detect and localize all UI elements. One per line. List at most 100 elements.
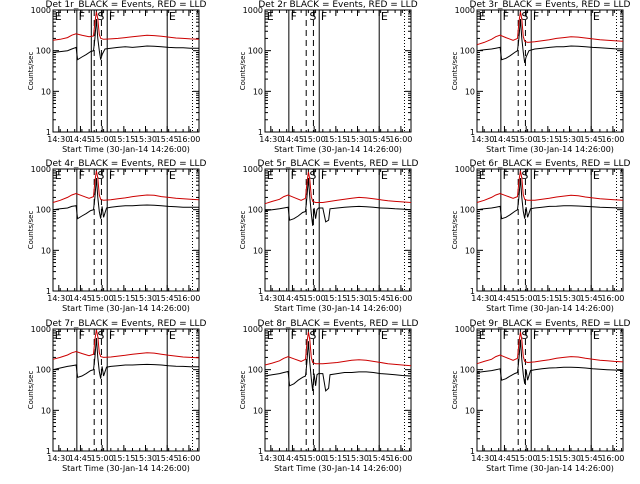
x-tick-label: 15:45 (368, 454, 391, 463)
events-series-line (476, 177, 624, 220)
y-tick-label: 1000 (455, 6, 475, 15)
plot-frame (264, 168, 412, 292)
x-tick-label: 15:45 (580, 454, 603, 463)
x-tick-label: 14:30 (47, 135, 70, 144)
y-tick-label: 100 (248, 366, 263, 375)
x-tick-label: 14:30 (259, 454, 282, 463)
x-axis-label: Start Time (30-Jan-14 14:26:00) (62, 304, 190, 313)
x-tick-label: 15:30 (558, 454, 581, 463)
x-tick-label: 15:30 (346, 294, 369, 303)
segment-label: F (291, 329, 297, 342)
y-tick-label: 10 (41, 246, 51, 255)
segment-label: F (109, 10, 115, 23)
x-tick-label: 14:45 (69, 294, 92, 303)
lld-series-line (264, 331, 412, 367)
y-axis-label: Counts/sec (27, 211, 35, 250)
y-tick-label: 100 (248, 206, 263, 215)
segment-label: E (593, 329, 600, 342)
x-tick-label: 14:45 (281, 454, 304, 463)
x-tick-label: 16:00 (601, 454, 624, 463)
x-tick-label: 15:45 (156, 454, 179, 463)
segment-label: E (267, 169, 274, 182)
segment-label: F (503, 10, 509, 23)
y-tick-label: 1000 (455, 165, 475, 174)
y-axis-label: Counts/sec (27, 52, 35, 91)
y-axis-label: Counts/sec (239, 371, 247, 410)
segment-label: F (321, 10, 327, 23)
x-axis-label: Start Time (30-Jan-14 14:26:00) (274, 145, 402, 154)
y-tick-label: 1 (46, 128, 51, 137)
segment-label: E (55, 329, 62, 342)
segment-label: F (533, 169, 539, 182)
y-tick-label: 10 (41, 87, 51, 96)
x-tick-label: 15:30 (558, 294, 581, 303)
panel-title: Det 5r_BLACK = Events, RED = LLD (258, 159, 419, 169)
detector-panel: Det 4r_BLACK = Events, RED = LLD 1 10 100 10… (27, 159, 207, 313)
y-tick-label: 10 (41, 406, 51, 415)
segment-label: E (55, 169, 62, 182)
lld-series-line (476, 170, 624, 203)
segment-label: E (593, 169, 600, 182)
y-tick-label: 1 (46, 287, 51, 296)
segment-label: E (267, 329, 274, 342)
x-tick-label: 15:30 (346, 135, 369, 144)
x-tick-label: 15:15 (536, 454, 559, 463)
segment-label: E (169, 169, 176, 182)
x-axis-label: Start Time (30-Jan-14 14:26:00) (274, 464, 402, 473)
y-tick-label: 100 (36, 366, 51, 375)
segment-label: F (79, 10, 85, 23)
panel-title: Det 3r_BLACK = Events, RED = LLD (470, 0, 631, 10)
detector-panel: Det 6r_BLACK = Events, RED = LLD 1 10 100 10… (451, 159, 631, 313)
detector-panel: Det 9r_BLACK = Events, RED = LLD 1 10 100 10… (451, 319, 631, 473)
y-tick-label: 100 (460, 47, 475, 56)
segment-label: F (291, 169, 297, 182)
y-axis-label: Counts/sec (451, 52, 459, 91)
y-tick-label: 1000 (243, 325, 263, 334)
x-axis-label: Start Time (30-Jan-14 14:26:00) (486, 464, 614, 473)
segment-label: E (169, 329, 176, 342)
x-tick-label: 15:45 (368, 135, 391, 144)
lld-series-line (52, 170, 200, 203)
y-tick-label: 10 (465, 246, 475, 255)
segment-label: S (309, 169, 316, 182)
x-tick-label: 15:15 (536, 294, 559, 303)
x-axis-label: Start Time (30-Jan-14 14:26:00) (62, 145, 190, 154)
events-series-line (264, 341, 412, 392)
detector-panel: Det 5r_BLACK = Events, RED = LLD 1 10 100 10… (239, 159, 419, 313)
segment-label: S (521, 10, 528, 23)
events-series-line (264, 177, 412, 226)
x-tick-label: 14:45 (281, 294, 304, 303)
segment-label: E (381, 169, 388, 182)
lld-series-line (476, 331, 624, 365)
plot-frame (476, 168, 624, 292)
x-tick-label: 16:00 (389, 135, 412, 144)
y-tick-label: 100 (248, 47, 263, 56)
segment-label: E (479, 10, 486, 23)
y-axis-label: Counts/sec (239, 211, 247, 250)
panel-title: Det 2r BLACK = Events, RED = LLD (258, 0, 417, 10)
x-tick-label: 14:45 (69, 135, 92, 144)
x-tick-label: 14:30 (259, 135, 282, 144)
panel-title: Det 1r_BLACK = Events, RED = LLD (46, 0, 207, 10)
panel-title: Det 4r_BLACK = Events, RED = LLD (46, 159, 207, 169)
segment-label: F (291, 10, 297, 23)
lld-series-line (264, 171, 412, 205)
x-tick-label: 15:30 (134, 135, 157, 144)
plot-frame (52, 168, 200, 292)
plot-frame (52, 9, 200, 133)
x-tick-label: 15:15 (536, 135, 559, 144)
y-tick-label: 100 (36, 206, 51, 215)
x-tick-label: 16:00 (389, 454, 412, 463)
x-tick-label: 14:45 (493, 135, 516, 144)
y-tick-label: 10 (253, 87, 263, 96)
segment-label: F (79, 329, 85, 342)
y-tick-label: 1000 (31, 325, 51, 334)
events-series-line (52, 177, 199, 220)
segment-label: E (267, 10, 274, 23)
y-tick-label: 100 (460, 366, 475, 375)
plot-frame (476, 328, 624, 452)
lld-series-line (52, 329, 200, 360)
segment-label: S (309, 329, 316, 342)
panel-title: Det 8r_BLACK = Events, RED = LLD (258, 319, 419, 329)
